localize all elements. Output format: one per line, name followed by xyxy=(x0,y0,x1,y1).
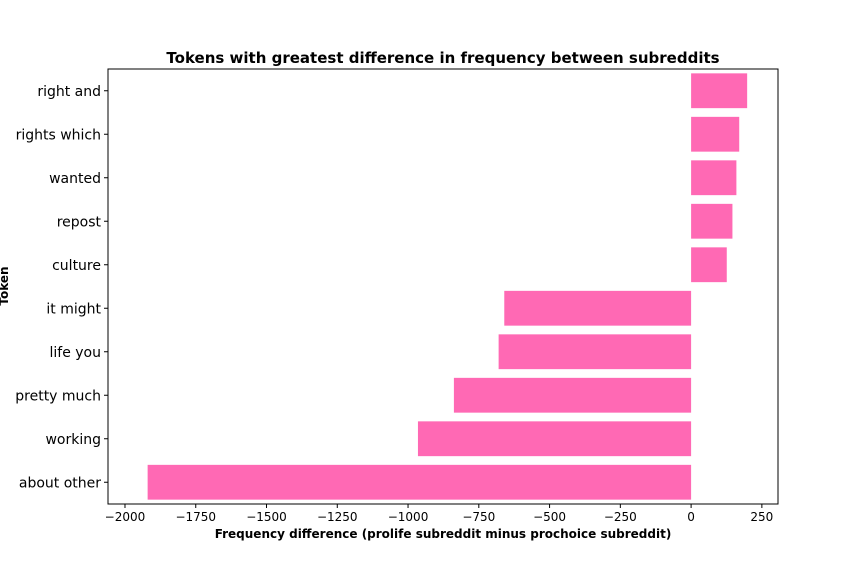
bar-repost xyxy=(691,203,733,239)
x-tick-label: −1000 xyxy=(388,510,429,524)
x-tick-label: −2000 xyxy=(105,510,146,524)
bar-culture xyxy=(691,247,727,283)
x-tick-label: 250 xyxy=(750,510,773,524)
y-tick-label: rights which xyxy=(16,127,101,143)
bar-life-you xyxy=(498,334,692,370)
bars-group xyxy=(147,73,748,500)
x-tick-label: −1500 xyxy=(246,510,287,524)
y-ticks-group: right and rights which wanted repost culture… xyxy=(15,84,108,491)
x-tick-label: 0 xyxy=(687,510,695,524)
x-tick-label: −1250 xyxy=(317,510,358,524)
x-ticks-group: −2000 −1750 −1500 −1250 −1000 −750 −500 −250 0 25… xyxy=(105,504,773,524)
y-tick-label: culture xyxy=(52,258,101,274)
y-tick-label: it might xyxy=(46,301,101,317)
x-axis-label: Frequency difference (prolife subreddit … xyxy=(215,527,672,541)
y-tick-label: right and xyxy=(37,84,101,100)
x-tick-label: −500 xyxy=(533,510,566,524)
y-tick-label: about other xyxy=(19,475,101,491)
bar-it-might xyxy=(504,290,692,326)
y-tick-label: repost xyxy=(57,214,102,230)
bar-pretty-much xyxy=(453,377,692,413)
bar-about-other xyxy=(147,464,692,500)
y-axis-label: Token xyxy=(0,266,11,305)
bar-rights-which xyxy=(691,116,740,152)
bar-right-and xyxy=(691,73,748,109)
y-tick-label: working xyxy=(45,432,101,448)
x-tick-label: −750 xyxy=(462,510,495,524)
x-tick-label: −250 xyxy=(604,510,637,524)
bar-working xyxy=(417,421,692,457)
chart-title: Tokens with greatest difference in frequ… xyxy=(166,49,719,67)
bar-wanted xyxy=(691,160,737,196)
y-tick-label: life you xyxy=(50,345,102,361)
y-tick-label: pretty much xyxy=(15,388,101,404)
x-tick-label: −1750 xyxy=(175,510,216,524)
y-tick-label: wanted xyxy=(49,171,101,187)
plot-frame xyxy=(107,68,779,505)
